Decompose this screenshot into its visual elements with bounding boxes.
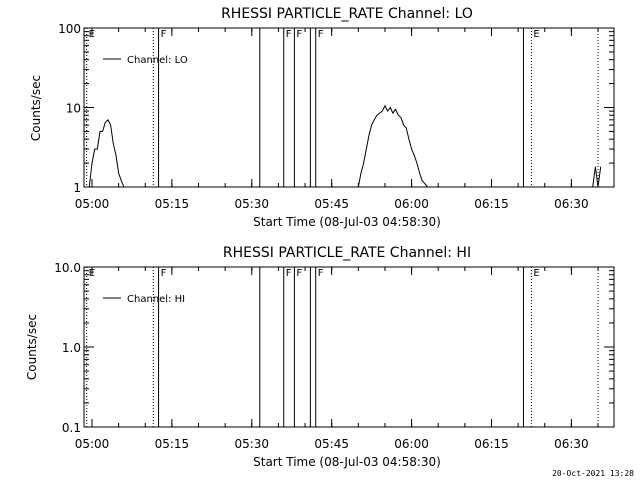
event-marker-label: E <box>89 29 95 40</box>
chart-title: RHESSI PARTICLE_RATE Channel: HI <box>223 245 471 261</box>
chart-title: RHESSI PARTICLE_RATE Channel: LO <box>221 6 473 22</box>
panel-hi: RHESSI PARTICLE_RATE Channel: HI Counts/… <box>25 245 615 469</box>
plot-frame <box>83 266 615 428</box>
event-marker-label: F <box>318 29 324 40</box>
plot-frame <box>83 27 615 188</box>
event-marker-label: F <box>318 268 324 279</box>
event-marker-label: F <box>286 268 292 279</box>
x-tick-label: 06:30 <box>554 437 589 451</box>
x-tick-label: 05:30 <box>234 197 269 211</box>
x-tick-label: 06:15 <box>474 437 509 451</box>
x-axis-label: Start Time (08-Jul-03 04:58:30) <box>253 455 441 469</box>
x-tick-label: 05:30 <box>234 437 269 451</box>
event-marker-label: E <box>533 29 539 40</box>
y-tick-label: 0.1 <box>62 421 81 435</box>
x-tick-label: 05:45 <box>314 437 349 451</box>
legend-label: Channel: HI <box>127 294 185 305</box>
footer-timestamp: 20-Oct-2021 13:28 <box>552 469 634 478</box>
series-line <box>88 118 125 188</box>
x-tick-label: 05:15 <box>155 197 190 211</box>
y-tick-label: 10.0 <box>54 261 81 275</box>
y-tick-label: 1 <box>73 181 81 195</box>
y-tick-label: 100 <box>58 22 81 36</box>
x-tick-label: 06:00 <box>394 197 429 211</box>
event-marker-label: E <box>89 268 95 279</box>
panel-lo: RHESSI PARTICLE_RATE Channel: LO Counts/… <box>29 6 615 229</box>
x-tick-label: 05:00 <box>75 197 110 211</box>
x-tick-label: 05:45 <box>314 197 349 211</box>
series-line <box>592 166 602 188</box>
event-marker-label: F <box>296 268 302 279</box>
x-tick-label: 06:30 <box>554 197 589 211</box>
series-line <box>357 104 428 188</box>
event-marker-label: F <box>286 29 292 40</box>
y-tick-label: 10 <box>66 102 81 116</box>
y-axis-label: Counts/sec <box>29 75 43 141</box>
x-axis-label: Start Time (08-Jul-03 04:58:30) <box>253 215 441 229</box>
y-tick-label: 1.0 <box>62 341 81 355</box>
x-tick-label: 06:15 <box>474 197 509 211</box>
event-marker-label: F <box>161 29 167 40</box>
x-tick-label: 05:00 <box>75 437 110 451</box>
x-tick-label: 06:00 <box>394 437 429 451</box>
legend-label: Channel: LO <box>127 55 188 66</box>
event-marker-label: E <box>533 268 539 279</box>
event-marker-label: F <box>161 268 167 279</box>
x-tick-label: 05:15 <box>155 437 190 451</box>
event-marker-label: F <box>296 29 302 40</box>
y-axis-label: Counts/sec <box>25 314 39 380</box>
